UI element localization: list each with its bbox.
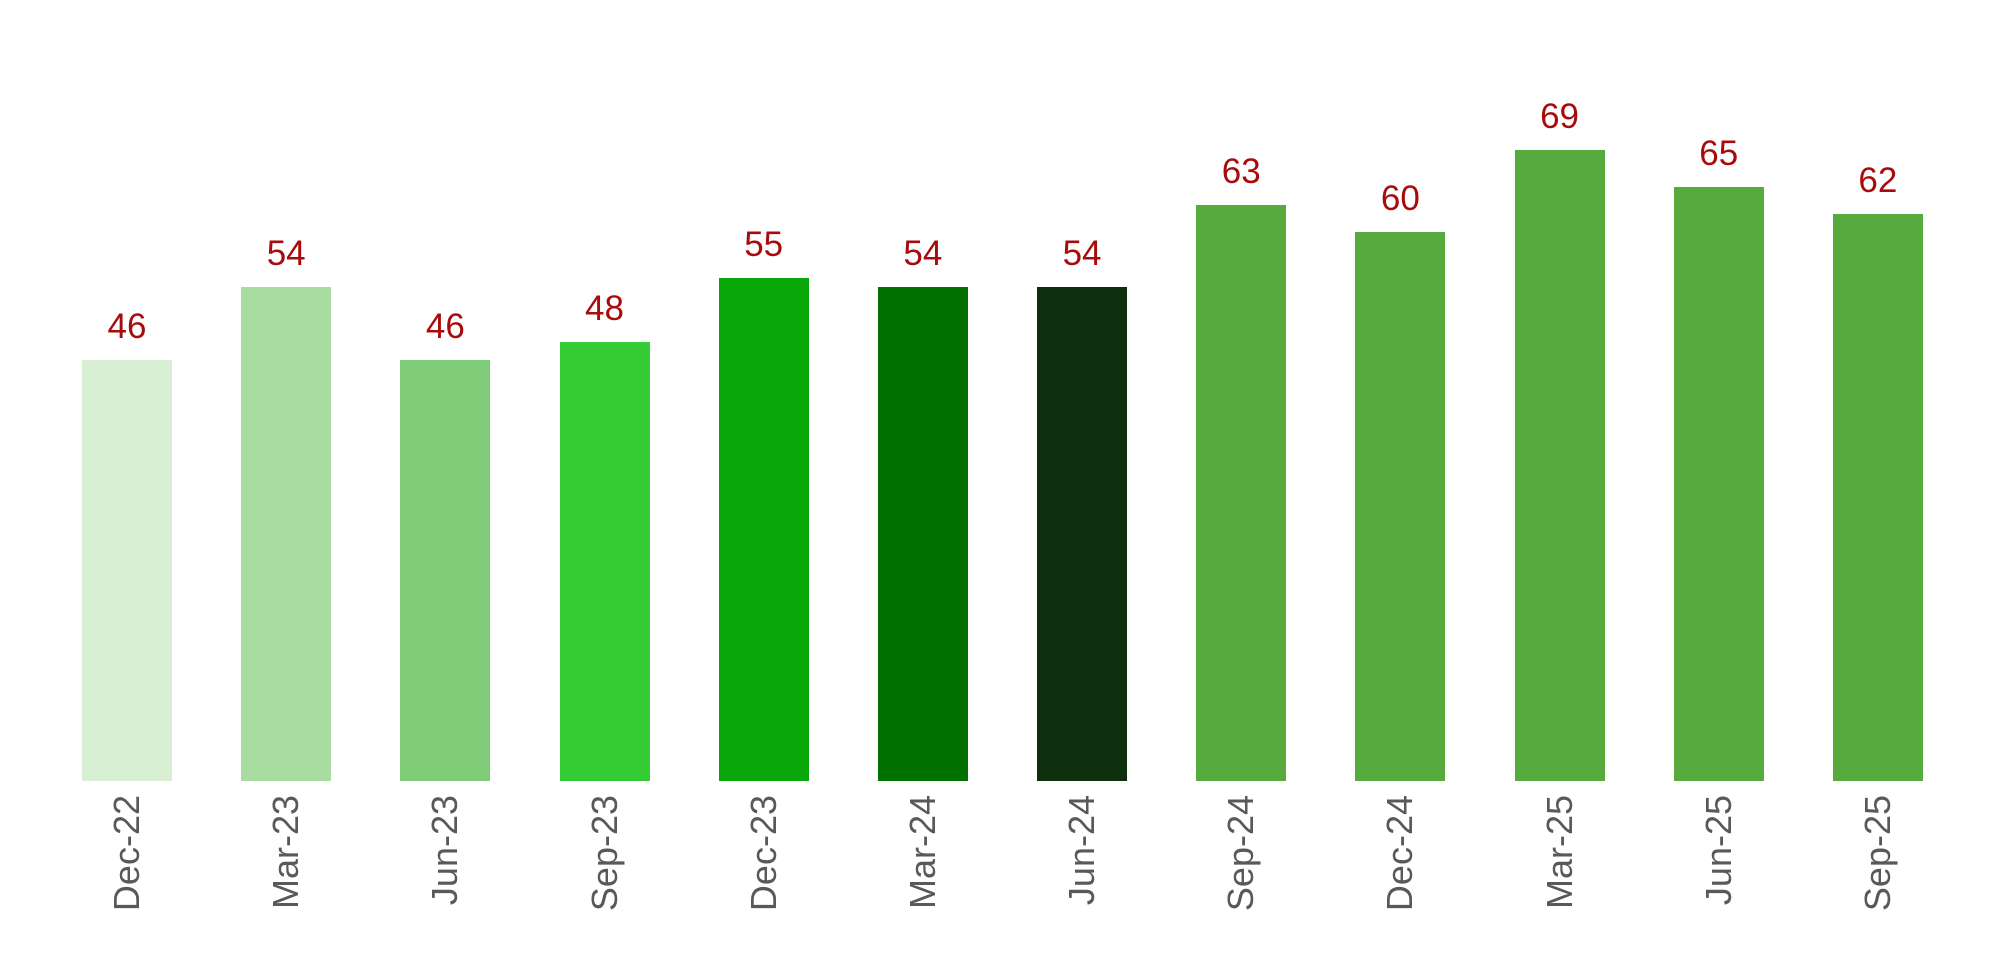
x-axis-label: Jun-23: [424, 795, 466, 906]
x-axis-label: Sep-23: [583, 795, 625, 912]
x-axis-labels: Dec-22 Mar-23 Jun-23 Sep-23 Dec-23 Mar-24 Jun-…: [82, 781, 1923, 976]
bar-dec-24: [1355, 232, 1446, 781]
bar-value-label: 69: [1540, 97, 1580, 136]
bar-mar-23: [241, 287, 332, 781]
x-axis-label-cell: Sep-23: [560, 781, 650, 976]
bar-value-label: 63: [1221, 152, 1261, 191]
x-axis-label-cell: Dec-23: [719, 781, 809, 976]
x-axis-label-cell: Jun-24: [1037, 781, 1127, 976]
bar-value-label: 54: [266, 234, 306, 273]
bar-slot: 55: [718, 141, 809, 781]
x-axis-label: Mar-23: [265, 795, 307, 910]
bar-slot: 46: [400, 141, 491, 781]
bar-value-label: 48: [585, 289, 624, 328]
x-axis-label-cell: Mar-25: [1515, 781, 1605, 976]
bar-slot: 65: [1673, 136, 1764, 781]
x-axis-label: Mar-25: [1538, 795, 1580, 910]
bar-slot: 60: [1355, 141, 1446, 781]
bar-slot: 54: [241, 141, 332, 781]
bar-dec-22: [82, 360, 172, 781]
bar-value-label: 55: [744, 225, 784, 264]
bar-value-label: 46: [107, 307, 147, 346]
bar-sep-25: [1832, 214, 1923, 781]
bar-mar-25: [1514, 150, 1605, 781]
bar-slot: 69: [1514, 99, 1605, 781]
bar-slot: 54: [877, 141, 968, 781]
bar-slot: 63: [1196, 141, 1287, 781]
x-axis-label-cell: Mar-24: [878, 781, 968, 976]
x-axis-label-cell: Dec-24: [1355, 781, 1445, 976]
bar-value-label: 60: [1380, 179, 1420, 218]
bar-value-label: 65: [1699, 134, 1739, 173]
bar-value-label: 62: [1858, 161, 1898, 200]
x-axis-label: Sep-24: [1220, 795, 1262, 912]
x-axis-label: Sep-25: [1856, 795, 1898, 912]
x-axis-label: Dec-23: [742, 795, 784, 912]
x-axis-label-cell: Sep-24: [1196, 781, 1286, 976]
bar-slot: 46: [82, 141, 172, 781]
bar-value-label: 46: [425, 307, 465, 346]
bar-sep-23: [559, 342, 650, 781]
x-axis-label-cell: Dec-22: [82, 781, 172, 976]
bar-jun-23: [400, 360, 491, 781]
bar-jun-25: [1673, 187, 1764, 781]
x-axis-label: Dec-24: [1379, 795, 1421, 912]
plot-area: 46 54 46 48 55 54 54 63 60 69 65 62: [82, 99, 1923, 781]
x-axis-label-cell: Jun-25: [1674, 781, 1764, 976]
bar-value-label: 54: [1062, 234, 1102, 273]
x-axis-label-cell: Jun-23: [400, 781, 490, 976]
bar-slot: 48: [559, 141, 650, 781]
bar-slot: 54: [1037, 141, 1128, 781]
bar-mar-24: [877, 287, 968, 781]
x-axis-label: Jun-25: [1697, 795, 1739, 906]
bar-dec-23: [718, 278, 809, 781]
x-axis-label: Mar-24: [901, 795, 943, 910]
x-axis-label: Dec-22: [106, 795, 147, 912]
bar-sep-24: [1196, 205, 1287, 781]
bar-jun-24: [1037, 287, 1128, 781]
bar-value-label: 54: [903, 234, 943, 273]
x-axis-label: Jun-24: [1061, 795, 1103, 906]
x-axis-label-cell: Mar-23: [241, 781, 331, 976]
x-axis-label-cell: Sep-25: [1833, 781, 1923, 976]
bar-slot: 62: [1832, 141, 1923, 781]
